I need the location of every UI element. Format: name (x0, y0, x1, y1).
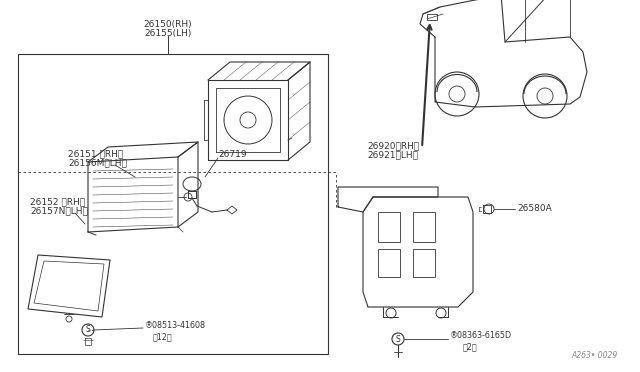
Text: A263• 0029: A263• 0029 (572, 351, 618, 360)
Text: 26151 ＜RH＞: 26151 ＜RH＞ (68, 150, 124, 158)
Bar (18, 54, 328, 354)
Bar (378, 249, 400, 277)
Text: 26155(LH): 26155(LH) (144, 29, 192, 38)
Text: ®08363-6165D: ®08363-6165D (450, 331, 512, 340)
Text: （12）: （12） (153, 333, 173, 341)
Text: （2）: （2） (463, 343, 477, 352)
Text: 26920＜RH＞: 26920＜RH＞ (367, 141, 419, 151)
Text: 26150(RH): 26150(RH) (144, 19, 192, 29)
Text: ®08513-41608: ®08513-41608 (145, 321, 206, 330)
Bar (427, 14, 437, 20)
Text: 26157N＜LH＞: 26157N＜LH＞ (30, 206, 88, 215)
Text: 26719: 26719 (218, 150, 246, 158)
Text: S: S (396, 334, 401, 343)
Text: 26580A: 26580A (517, 203, 552, 212)
Text: 26921＜LH＞: 26921＜LH＞ (367, 151, 418, 160)
Text: S: S (86, 326, 90, 334)
Bar (413, 212, 435, 242)
Text: 26156M＜LH＞: 26156M＜LH＞ (68, 158, 127, 167)
Text: 26152 ＜RH＞: 26152 ＜RH＞ (30, 198, 85, 206)
Bar (413, 249, 435, 277)
Bar (378, 212, 400, 242)
